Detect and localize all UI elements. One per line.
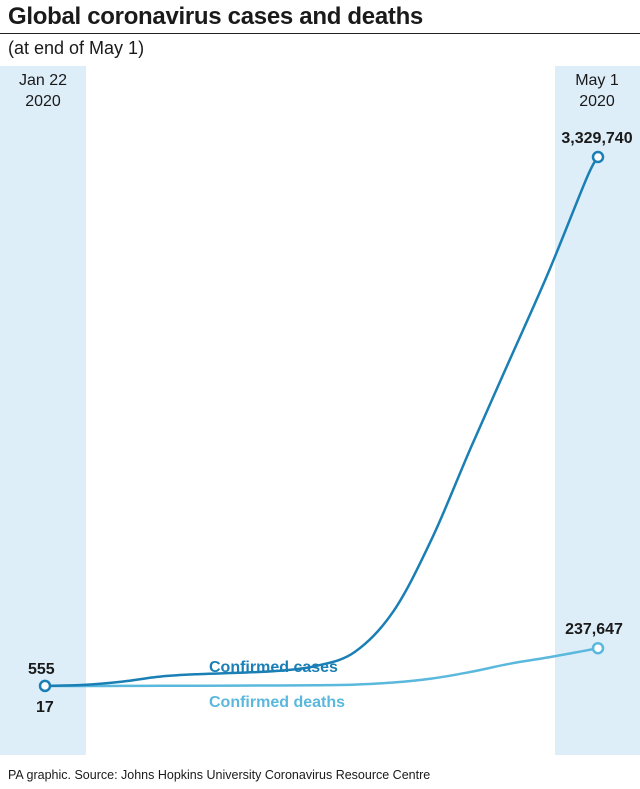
series-line-deaths (45, 646, 599, 688)
deaths-end-point (591, 641, 605, 655)
series-label-cases: Confirmed cases (209, 659, 338, 676)
chart-subtitle: (at end of May 1) (8, 38, 145, 58)
cases-start-value-label: 555 (28, 661, 55, 678)
start-year-label: 2020 (25, 93, 61, 110)
start-date-label: Jan 22 (19, 72, 67, 89)
chart-title: Global coronavirus cases and deaths (8, 3, 423, 30)
cases-end-point (591, 150, 605, 164)
end-year-label: 2020 (579, 93, 615, 110)
title-rule (0, 33, 640, 34)
end-date-band (555, 66, 640, 755)
data-markers (38, 150, 605, 693)
deaths-end-value-label: 237,647 (565, 621, 623, 638)
source-footer: PA graphic. Source: Johns Hopkins Univer… (8, 768, 431, 782)
start-date-band (0, 66, 86, 755)
cases-start-point (38, 679, 52, 693)
series-label-deaths: Confirmed deaths (209, 694, 345, 711)
deaths-start-value-label: 17 (36, 699, 54, 716)
cases-end-value-label: 3,329,740 (561, 130, 632, 147)
end-date-label: May 1 (575, 72, 619, 89)
series-line-cases (44, 156, 600, 688)
